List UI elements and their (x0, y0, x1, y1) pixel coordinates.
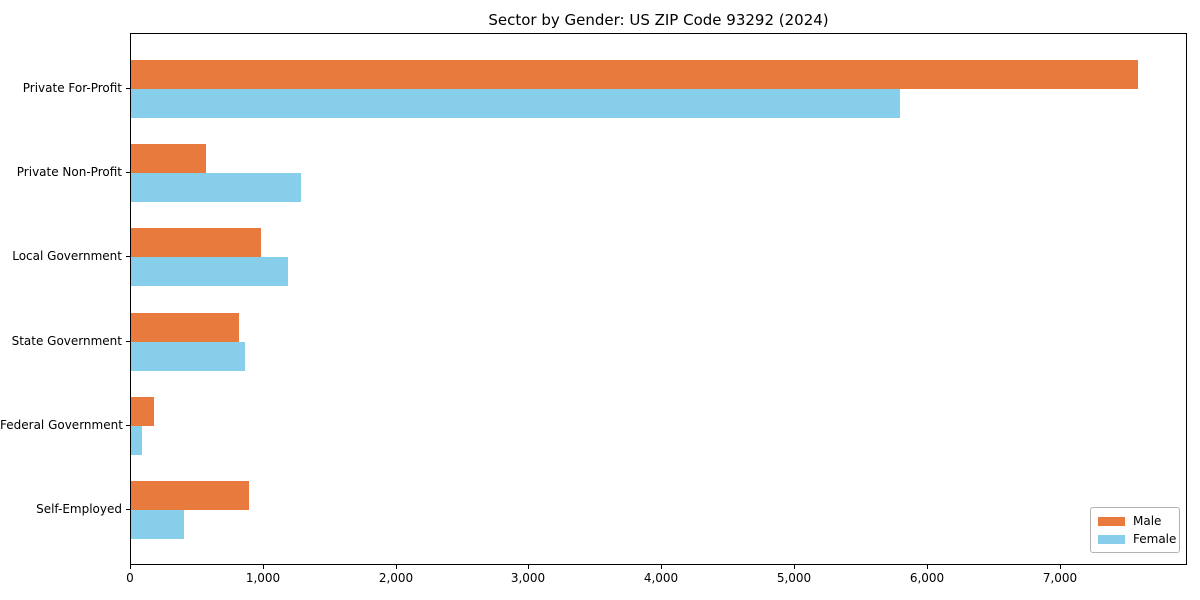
legend-label-male: Male (1133, 513, 1162, 528)
xtick-label: 5,000 (776, 571, 812, 585)
ytick-label: Self-Employed (36, 502, 122, 516)
legend-item-female: Female (1098, 532, 1176, 546)
xtick-label: 1,000 (245, 571, 281, 585)
ytick-label: Private For-Profit (22, 81, 122, 95)
ytick-mark (126, 256, 130, 258)
ytick-label: State Government (11, 333, 122, 348)
bar-male-2 (131, 144, 206, 173)
ytick-label: Private Non-Profit (16, 165, 122, 180)
male-series-swatch (1098, 516, 1125, 526)
xtick-label: 2,000 (378, 571, 414, 585)
ytick-mark (126, 340, 130, 342)
xtick-mark (927, 565, 928, 569)
bar-male-1 (131, 60, 1138, 89)
bar-male-3 (131, 228, 261, 257)
xtick-label: 0 (126, 571, 134, 585)
bar-female-5 (131, 426, 142, 455)
xtick-mark (794, 565, 795, 569)
chart-title: Sector by Gender: US ZIP Code 93292 (202… (488, 11, 829, 29)
xtick-mark (130, 565, 131, 569)
legend-item-male: Male (1098, 513, 1172, 528)
bar-female-6 (131, 510, 184, 539)
plot-area (130, 33, 1187, 565)
ytick-mark (126, 88, 130, 89)
legend: Male Female (1090, 507, 1180, 553)
bar-male-6 (131, 481, 249, 510)
xtick-mark (528, 565, 529, 569)
legend-label-female: Female (1133, 531, 1177, 546)
bar-male-5 (131, 397, 154, 426)
xtick-label: 3,000 (510, 571, 546, 585)
female-series-swatch (1098, 534, 1125, 544)
ytick-label: Federal Government (0, 417, 123, 432)
xtick-label: 6,000 (909, 571, 945, 585)
ytick-mark (126, 509, 130, 510)
xtick-mark (396, 565, 397, 569)
bar-female-1 (131, 89, 900, 118)
bar-male-4 (131, 313, 239, 342)
xtick-label: 7,000 (1042, 571, 1078, 585)
bar-female-4 (131, 342, 245, 371)
xtick-label: 4,000 (643, 571, 679, 585)
xtick-mark (1060, 565, 1061, 569)
xtick-mark (661, 565, 662, 569)
bar-female-2 (131, 173, 301, 202)
ytick-label: Local Government (12, 249, 122, 264)
ytick-mark (126, 172, 130, 174)
bar-female-3 (131, 257, 288, 286)
xtick-mark (263, 565, 264, 569)
ytick-mark (126, 424, 130, 426)
